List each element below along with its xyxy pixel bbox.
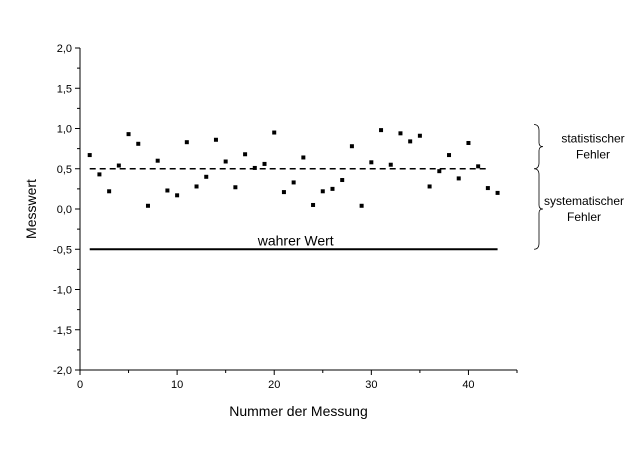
systematic-error-brace <box>533 168 544 250</box>
statistical-error-label: Fehler <box>576 148 610 162</box>
data-point <box>417 133 422 138</box>
x-tick-label: 0 <box>77 379 83 391</box>
x-axis-title: Nummer der Messung <box>229 403 368 419</box>
data-point <box>485 186 490 191</box>
data-point <box>126 132 131 137</box>
y-tick-label: -2,0 <box>53 365 72 377</box>
data-point <box>97 172 102 177</box>
reference-lines: wahrer Wert <box>89 168 498 251</box>
y-tick-label: 1,0 <box>57 124 72 136</box>
data-point <box>262 161 267 166</box>
x-tick-label: 30 <box>365 379 377 391</box>
x-tick-label: 20 <box>268 379 280 391</box>
data-point <box>87 153 92 158</box>
y-axis-title: Messwert <box>23 179 39 239</box>
axes: -2,0 -1,5 -1,0 -0,5 0,0 0,5 1,0 1,5 2,0 0 10 20 30 40 <box>53 43 518 391</box>
data-point <box>281 190 286 195</box>
data-point <box>233 185 238 190</box>
data-point <box>456 176 461 181</box>
data-point <box>175 193 180 198</box>
data-point <box>116 163 121 168</box>
data-point <box>243 152 248 157</box>
data-point <box>466 140 471 145</box>
data-point <box>369 160 374 165</box>
data-point <box>427 184 432 189</box>
data-point <box>349 144 354 149</box>
data-point <box>223 159 228 164</box>
data-point <box>398 131 403 136</box>
data-point <box>340 178 345 183</box>
x-tick-label: 40 <box>462 379 474 391</box>
data-point <box>194 184 199 189</box>
y-tick-label: 2,0 <box>57 43 72 55</box>
true-value-label: wahrer Wert <box>257 232 334 248</box>
data-point <box>272 130 277 135</box>
data-point <box>359 203 364 208</box>
x-tick-label: 10 <box>171 379 183 391</box>
data-point <box>204 174 209 179</box>
data-point <box>145 203 150 208</box>
data-points <box>87 128 500 208</box>
systematic-error-label: Fehler <box>567 210 601 224</box>
y-tick-label: -1,0 <box>53 285 72 297</box>
data-point <box>252 165 257 170</box>
data-point <box>165 188 170 193</box>
data-point <box>184 140 189 145</box>
data-point <box>476 164 481 169</box>
data-point <box>447 153 452 158</box>
data-point <box>213 137 218 142</box>
data-point <box>437 169 442 174</box>
data-point <box>291 180 296 185</box>
data-point <box>379 128 384 133</box>
data-point <box>155 158 160 163</box>
y-tick-label: 0,5 <box>57 164 72 176</box>
data-point <box>388 162 393 167</box>
y-tick-label: 1,5 <box>57 83 72 95</box>
data-point <box>107 189 112 194</box>
data-point <box>408 139 413 144</box>
y-tick-label: -0,5 <box>53 244 72 256</box>
data-point <box>301 155 306 160</box>
y-tick-label: -1,5 <box>53 325 72 337</box>
systematic-error-label: systematischer <box>544 194 624 208</box>
data-point <box>330 186 335 191</box>
data-point <box>495 190 500 195</box>
annotations: statistischer Fehler systematischer Fehler <box>533 124 625 250</box>
data-point <box>311 202 316 207</box>
y-tick-label: 0,0 <box>57 204 72 216</box>
data-point <box>320 189 325 194</box>
data-point <box>136 141 141 146</box>
statistical-error-brace <box>533 124 544 170</box>
statistical-error-label: statistischer <box>561 132 624 146</box>
